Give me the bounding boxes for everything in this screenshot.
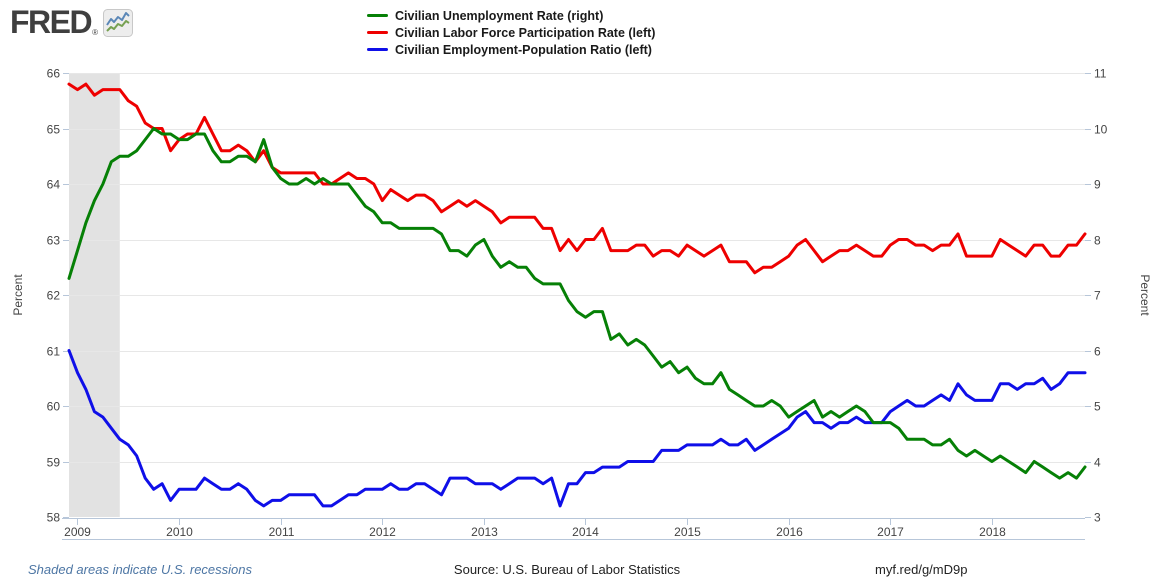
x-axis-tick-label: 2016 <box>776 525 803 539</box>
right-axis-tick-label: 9 <box>1094 178 1101 192</box>
fred-logo-text: FRED <box>10 4 93 40</box>
legend-swatch-blue <box>367 48 388 51</box>
left-axis-title: Percent <box>11 274 25 316</box>
right-axis-title: Percent <box>1138 274 1152 316</box>
left-axis-tick-label: 58 <box>47 511 61 525</box>
x-axis-tick-label: 2015 <box>674 525 701 539</box>
left-axis-tick-label: 59 <box>47 456 61 470</box>
legend-item-participation-rate: Civilian Labor Force Participation Rate … <box>367 24 655 41</box>
right-axis-tick-label: 11 <box>1094 67 1107 81</box>
left-axis-tick-label: 60 <box>47 400 61 414</box>
legend-item-employment-population-ratio: Civilian Employment-Population Ratio (le… <box>367 41 655 58</box>
legend: Civilian Unemployment Rate (right) Civil… <box>367 7 655 58</box>
right-axis-tick-label: 8 <box>1094 234 1101 248</box>
right-axis-tick-label: 10 <box>1094 123 1108 137</box>
left-axis-tick-label: 61 <box>47 345 61 359</box>
series-line-unemployment-rate <box>67 127 1087 480</box>
legend-label: Civilian Unemployment Rate (right) <box>395 8 604 23</box>
x-axis-tick-label: 2012 <box>369 525 396 539</box>
x-axis-tick-label: 2011 <box>269 525 295 539</box>
x-axis-tick-label: 2009 <box>64 525 91 539</box>
legend-swatch-green <box>367 14 388 17</box>
x-axis-tick-label: 2017 <box>877 525 904 539</box>
left-axis-tick-label: 62 <box>47 289 61 303</box>
right-axis-tick-label: 5 <box>1094 400 1101 414</box>
short-link: myf.red/g/mD9p <box>875 562 968 577</box>
series-line-employment-population-ratio <box>67 349 1087 508</box>
right-axis-tick-label: 3 <box>1094 511 1101 525</box>
recession-note: Shaded areas indicate U.S. recessions <box>28 562 253 577</box>
x-axis-tick-label: 2010 <box>166 525 193 539</box>
right-axis-tick-label: 4 <box>1094 456 1101 470</box>
source-note: Source: U.S. Bureau of Labor Statistics <box>453 562 681 577</box>
left-axis-tick-label: 63 <box>47 234 61 248</box>
legend-label: Civilian Labor Force Participation Rate … <box>395 25 656 40</box>
right-axis-tick-label: 7 <box>1094 289 1101 303</box>
left-axis-tick-label: 64 <box>47 178 61 192</box>
right-axis-tick-label: 6 <box>1094 345 1101 359</box>
series-line-participation-rate <box>67 82 1087 275</box>
chart-footer: Shaded areas indicate U.S. recessions So… <box>0 558 1168 582</box>
registered-trademark: ® <box>92 28 99 37</box>
x-axis-tick-label: 2013 <box>471 525 498 539</box>
legend-swatch-red <box>367 31 388 34</box>
legend-item-unemployment-rate: Civilian Unemployment Rate (right) <box>367 7 655 24</box>
left-axis-tick-label: 66 <box>47 67 61 81</box>
legend-label: Civilian Employment-Population Ratio (le… <box>395 42 652 57</box>
x-axis-tick-label: 2014 <box>572 525 599 539</box>
x-axis-tick-label: 2018 <box>979 525 1006 539</box>
fred-logo: FRED ® <box>10 4 134 42</box>
fred-sparkline-icon <box>103 9 134 42</box>
left-axis-tick-label: 65 <box>47 123 61 137</box>
